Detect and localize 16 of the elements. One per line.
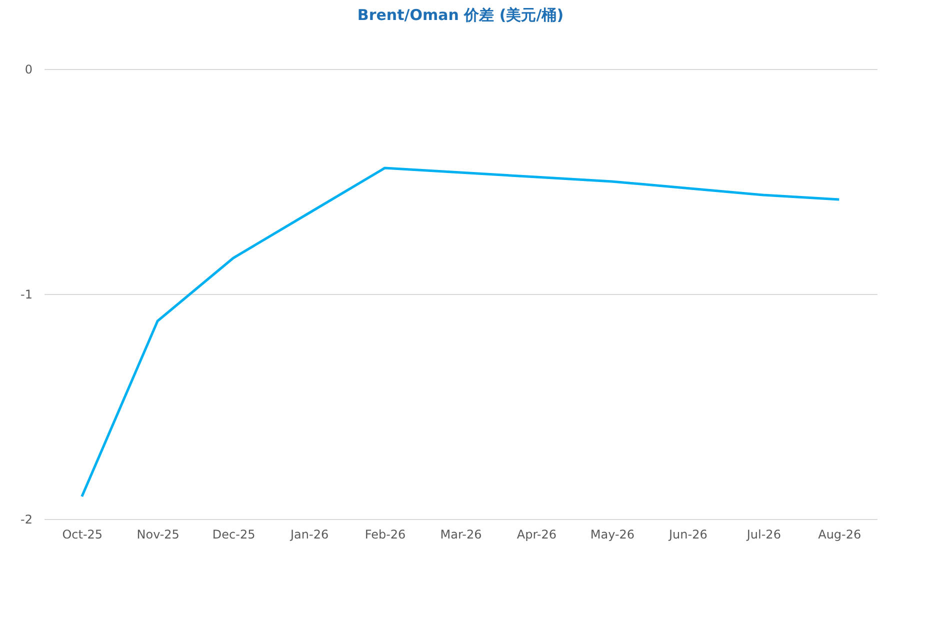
y-tick-label: 0 <box>24 62 32 76</box>
x-tick-label: Mar-26 <box>440 528 482 542</box>
chart-title: Brent/Oman 价差 (美元/桶) <box>357 6 564 24</box>
x-tick-label: Jan-26 <box>289 528 329 542</box>
line-series <box>80 166 840 498</box>
y-tick-label: -2 <box>20 512 32 526</box>
x-tick-label: Jun-26 <box>668 528 708 542</box>
y-tick-label: -1 <box>20 288 32 302</box>
x-tick-label: Dec-25 <box>212 528 256 542</box>
x-tick-label: Oct-25 <box>62 528 103 542</box>
x-tick-label: Aug-26 <box>818 528 862 542</box>
x-tick-label: Feb-26 <box>364 528 406 542</box>
x-tick-label: Nov-25 <box>136 528 180 542</box>
x-tick-label: Jul-26 <box>746 528 781 542</box>
x-tick-label: Apr-26 <box>516 528 557 542</box>
x-tick-label: May-26 <box>590 528 635 542</box>
